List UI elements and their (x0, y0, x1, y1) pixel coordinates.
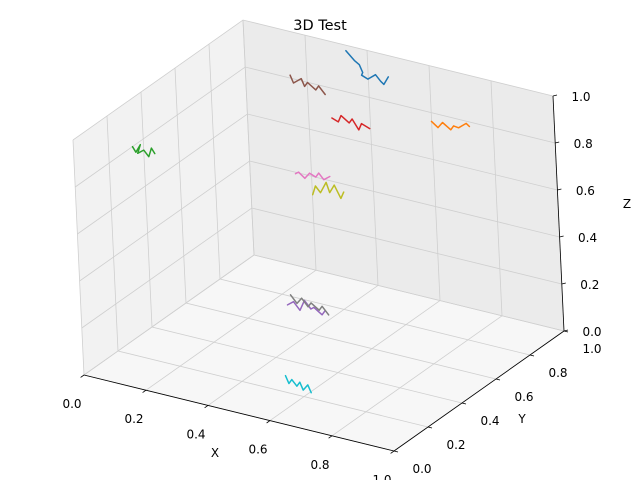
y-tick-mark (393, 450, 399, 453)
x-tick-mark (142, 389, 147, 393)
series-line-2 (430, 120, 471, 131)
z-tick-label: 0.0 (582, 325, 601, 339)
x-tick-label: 0.0 (62, 397, 81, 411)
x-tick-label: 0.8 (310, 458, 329, 472)
grid-line-y (106, 115, 429, 428)
series-line-5 (286, 299, 326, 316)
series-line-8 (289, 294, 330, 316)
y-axis-label: Y (517, 412, 526, 426)
grid-line-y (174, 67, 497, 380)
z-tick-mark (555, 141, 560, 144)
y-tick-mark (495, 378, 501, 381)
series-line-9 (311, 181, 345, 200)
y-axis-line (393, 330, 565, 452)
z-tick-label: 0.6 (576, 184, 595, 198)
x-axis-label: X (211, 446, 219, 460)
grid-line-y (140, 91, 463, 404)
y-tick-label: 1.0 (582, 342, 601, 356)
z-tick-mark (561, 282, 566, 285)
z-tick-label: 1.0 (571, 90, 590, 104)
y-tick-mark (461, 402, 467, 405)
z-tick-mark (559, 235, 564, 238)
x-tick-mark (328, 435, 333, 439)
x-tick-mark (80, 374, 85, 378)
y-tick-mark (529, 354, 535, 357)
x-axis-line (83, 374, 395, 452)
axes-panes (73, 20, 564, 451)
axes-lines (83, 95, 565, 452)
pane-back (243, 20, 564, 331)
series-line-4 (331, 114, 371, 131)
series-line-1 (345, 49, 390, 86)
z-tick-mark (563, 329, 569, 332)
x-tick-label: 0.4 (186, 427, 205, 441)
x-tick-mark (204, 405, 209, 409)
z-tick-label: 0.2 (580, 278, 599, 292)
grid-line-z (72, 19, 554, 141)
data-series (131, 49, 471, 394)
axes-grid (72, 19, 565, 452)
y-tick-label: 0.2 (446, 438, 465, 452)
y-tick-label: 0.8 (548, 366, 567, 380)
z-axis-label: Z (623, 197, 631, 211)
grid-line-y (242, 19, 565, 332)
x-tick-label: 1.0 (372, 473, 391, 480)
grid-line-y (208, 43, 531, 356)
series-line-3 (131, 143, 156, 158)
z-axis-line (552, 95, 565, 332)
chart-title: 3D Test (293, 18, 347, 34)
x-tick-label: 0.2 (124, 412, 143, 426)
z-tick-mark (552, 94, 558, 97)
y-tick-label: 0.6 (514, 390, 533, 404)
series-line-10 (284, 374, 312, 394)
y-tick-label: 0.0 (412, 462, 431, 476)
x-tick-mark (390, 450, 395, 454)
y-tick-label: 0.4 (480, 414, 499, 428)
y-tick-mark (427, 426, 433, 429)
pane-left (73, 20, 254, 375)
series-line-7 (294, 171, 331, 181)
x-tick-mark (266, 420, 271, 424)
z-tick-label: 0.4 (578, 231, 597, 245)
x-tick-label: 0.6 (248, 443, 267, 457)
pane-floor (84, 255, 564, 451)
axis-ticks: 0.0 0.2 0.4 0.6 0.8 1.0 0.0 0.2 0.4 0.6 0.8 1.0 0.0 0… (62, 90, 601, 480)
series-line-6 (289, 74, 326, 96)
z-tick-mark (557, 188, 562, 191)
z-tick-label: 0.8 (574, 137, 593, 151)
